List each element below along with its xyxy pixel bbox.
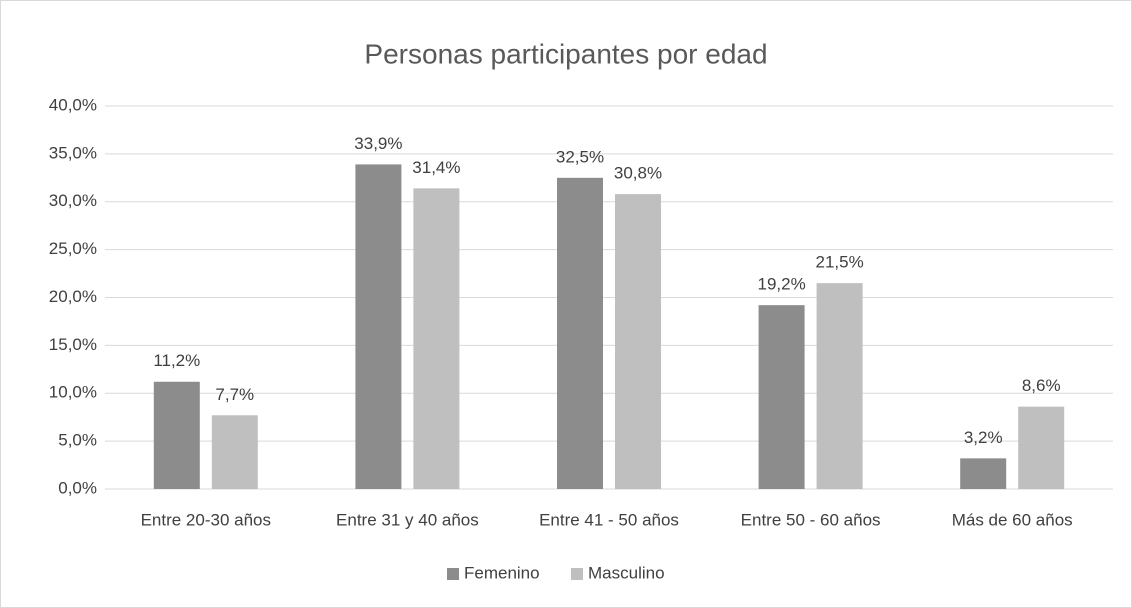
legend-label: Masculino: [588, 563, 665, 582]
y-tick-label: 40,0%: [49, 95, 97, 114]
bar: [1018, 406, 1065, 489]
y-tick-label: 5,0%: [58, 431, 97, 450]
bar: [816, 283, 863, 489]
bar: [355, 164, 402, 489]
value-label: 19,2%: [757, 275, 805, 294]
x-tick-label: Entre 20-30 años: [141, 510, 271, 529]
bar: [615, 194, 661, 489]
x-tick-label: Más de 60 años: [952, 510, 1073, 529]
bar: [413, 188, 460, 489]
value-label: 8,6%: [1022, 376, 1061, 395]
legend-label: Femenino: [464, 563, 540, 582]
value-label: 21,5%: [815, 253, 863, 272]
x-tick-label: Entre 41 - 50 años: [539, 510, 679, 529]
value-label: 11,2%: [153, 351, 200, 370]
legend-swatch: [571, 568, 583, 580]
bar: [960, 458, 1007, 489]
y-tick-label: 25,0%: [49, 239, 97, 258]
y-tick-label: 20,0%: [49, 287, 97, 306]
value-label: 3,2%: [964, 428, 1003, 447]
value-label: 32,5%: [556, 147, 604, 166]
bar: [557, 177, 603, 489]
y-tick-label: 15,0%: [49, 335, 97, 354]
value-label: 31,4%: [412, 158, 460, 177]
y-tick-label: 0,0%: [58, 478, 97, 497]
bar: [211, 415, 258, 489]
value-label: 7,7%: [215, 385, 254, 404]
y-tick-label: 10,0%: [49, 383, 97, 402]
value-label: 30,8%: [614, 164, 662, 183]
y-tick-label: 35,0%: [49, 143, 97, 162]
y-tick-label: 30,0%: [49, 191, 97, 210]
value-label: 33,9%: [354, 134, 402, 153]
chart-title: Personas participantes por edad: [364, 38, 767, 69]
x-tick-label: Entre 50 - 60 años: [741, 510, 881, 529]
bar: [153, 381, 200, 489]
bar: [758, 305, 805, 489]
legend-swatch: [447, 568, 459, 580]
x-tick-label: Entre 31 y 40 años: [336, 510, 479, 529]
